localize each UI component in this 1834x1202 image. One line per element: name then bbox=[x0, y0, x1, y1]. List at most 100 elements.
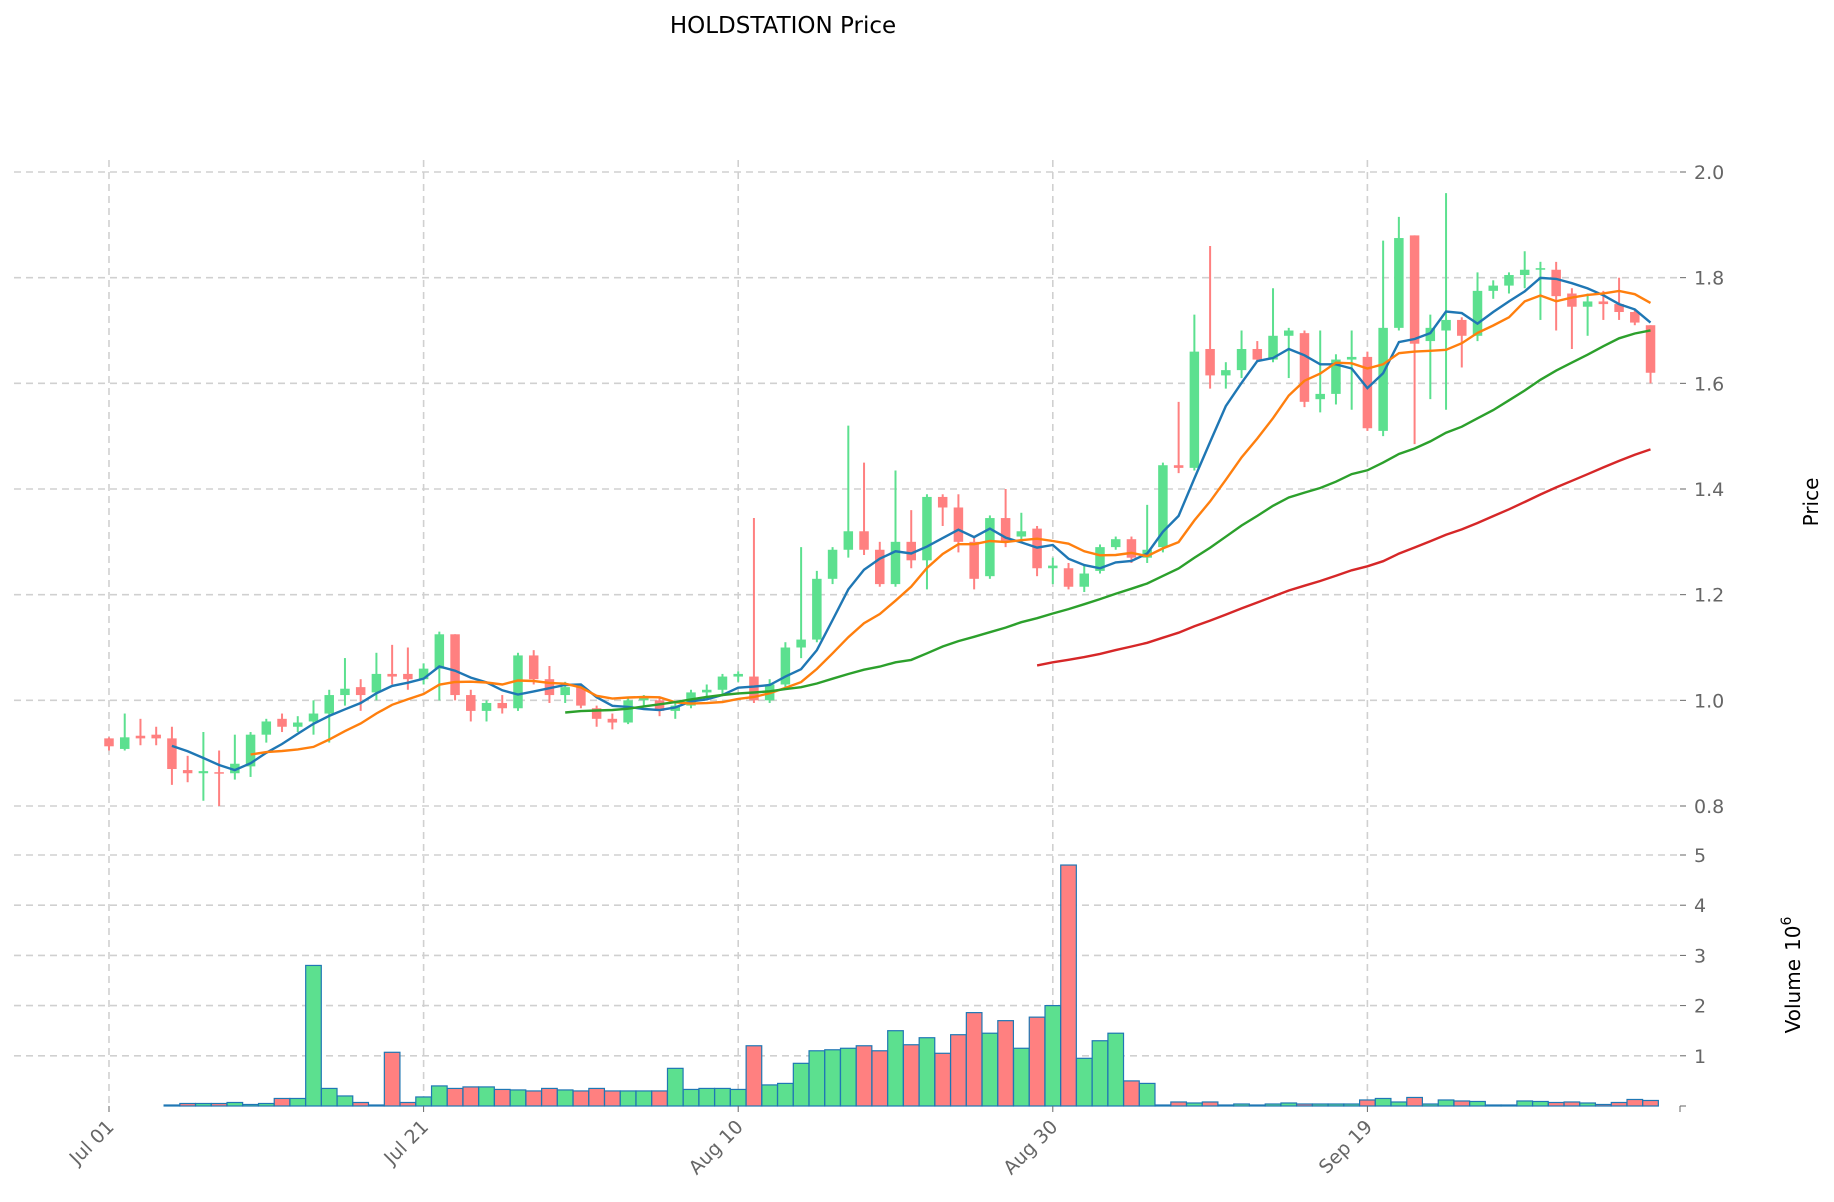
volume-bar bbox=[1421, 1103, 1439, 1107]
candle-down bbox=[151, 734, 161, 739]
volume-bar bbox=[666, 1067, 684, 1107]
ma-10-line bbox=[250, 289, 1652, 756]
volume-bar bbox=[1311, 1103, 1329, 1107]
candle-up bbox=[1488, 285, 1498, 291]
candle-up bbox=[701, 689, 712, 693]
candle-up bbox=[1095, 547, 1105, 571]
volume-bar bbox=[1107, 1032, 1125, 1107]
volume-bar bbox=[1233, 1103, 1250, 1107]
candle-up bbox=[1504, 275, 1514, 286]
chart-title: HOLDSTATION Price bbox=[670, 13, 896, 39]
candle-up bbox=[418, 668, 429, 680]
volume-bar bbox=[1532, 1100, 1549, 1107]
candle-up bbox=[1048, 565, 1058, 569]
volume-bar bbox=[950, 1034, 967, 1107]
volume-bar bbox=[336, 1095, 354, 1107]
candle-up bbox=[371, 673, 382, 693]
volume-bar bbox=[1264, 1103, 1282, 1107]
candle-down bbox=[466, 695, 476, 711]
candle-down bbox=[450, 634, 460, 696]
volume-bar bbox=[1201, 1101, 1219, 1107]
volume-bar bbox=[1626, 1098, 1644, 1107]
candle-up bbox=[308, 713, 319, 722]
ma-5-line bbox=[171, 276, 1652, 772]
candle-up bbox=[1346, 356, 1357, 360]
candle-down bbox=[576, 687, 586, 706]
volume-bar bbox=[603, 1090, 621, 1107]
volume-axis-label: Volume 106 bbox=[1779, 917, 1805, 1034]
volume-bar bbox=[839, 1047, 857, 1107]
volume-bar bbox=[509, 1089, 527, 1107]
volume-bar bbox=[761, 1084, 779, 1107]
candle-up bbox=[324, 695, 334, 714]
volume-bar bbox=[368, 1104, 385, 1107]
volume-bar bbox=[1358, 1099, 1376, 1107]
candle-down bbox=[355, 687, 366, 696]
candle-up bbox=[623, 700, 633, 723]
candle-down bbox=[1362, 356, 1373, 429]
volume-bar bbox=[887, 1030, 904, 1107]
moving-averages bbox=[171, 276, 1652, 772]
candle-up bbox=[230, 763, 240, 774]
volume-tick-label: 5 bbox=[1694, 845, 1706, 867]
candle-up bbox=[293, 722, 303, 727]
candle-up bbox=[890, 541, 901, 585]
candle-up bbox=[198, 771, 209, 774]
candle-up bbox=[513, 655, 523, 709]
volume-bar bbox=[1343, 1103, 1361, 1107]
candle-down bbox=[906, 541, 916, 561]
candle-up bbox=[340, 688, 350, 696]
candle-up bbox=[1535, 268, 1546, 270]
candle-up bbox=[1425, 327, 1436, 342]
price-tick-label: 2.0 bbox=[1694, 162, 1724, 184]
candle-down bbox=[953, 507, 964, 542]
volume-bar bbox=[808, 1050, 826, 1107]
candle-down bbox=[1645, 325, 1656, 373]
candle-down bbox=[937, 496, 948, 508]
volume-tick-label: 3 bbox=[1694, 945, 1706, 967]
volume-bar bbox=[242, 1103, 259, 1107]
volume-bar bbox=[525, 1090, 543, 1107]
volume-label-text: Volume bbox=[1781, 959, 1805, 1033]
grid-lines bbox=[14, 160, 1680, 1106]
price-tick-label: 1.0 bbox=[1694, 690, 1724, 712]
candle-up bbox=[985, 518, 995, 577]
candle-down bbox=[1205, 348, 1215, 376]
candle-up bbox=[843, 531, 854, 550]
candle-down bbox=[528, 655, 539, 680]
volume-bar bbox=[1044, 1004, 1062, 1107]
candle-down bbox=[1173, 465, 1184, 468]
candle-down bbox=[654, 700, 665, 711]
volume-bar bbox=[981, 1032, 999, 1107]
candle-down bbox=[1551, 269, 1561, 297]
ma-30-line bbox=[565, 329, 1651, 714]
candle-up bbox=[119, 737, 130, 749]
candle-up bbox=[1221, 370, 1231, 376]
candle-up bbox=[481, 702, 492, 711]
volume-bar bbox=[918, 1037, 936, 1107]
price-tick-label: 1.6 bbox=[1694, 373, 1724, 395]
volume-bar bbox=[305, 964, 322, 1107]
volume-bar bbox=[745, 1045, 763, 1107]
candles bbox=[104, 193, 1656, 806]
volume-bar bbox=[289, 1097, 307, 1107]
candle-up bbox=[827, 549, 838, 579]
date-tick-label: Jul 01 bbox=[65, 1116, 119, 1170]
volume-bar bbox=[1075, 1057, 1093, 1107]
candle-up bbox=[922, 496, 932, 561]
candle-down bbox=[135, 735, 146, 739]
volume-bar bbox=[1296, 1103, 1313, 1107]
volume-tick-label: 2 bbox=[1694, 996, 1706, 1018]
candle-up bbox=[1189, 351, 1200, 468]
volume-bar bbox=[1453, 1100, 1471, 1107]
volume-bar bbox=[352, 1101, 370, 1107]
volume-bar bbox=[1217, 1104, 1235, 1107]
candle-down bbox=[1614, 304, 1624, 313]
volume-bar bbox=[1248, 1104, 1266, 1107]
candle-up bbox=[1016, 531, 1027, 537]
volume-tick-label: 1 bbox=[1694, 1046, 1706, 1068]
candle-up bbox=[434, 634, 445, 669]
volume-bar bbox=[226, 1101, 244, 1107]
candle-down bbox=[1567, 293, 1577, 307]
volume-bar bbox=[462, 1086, 480, 1107]
